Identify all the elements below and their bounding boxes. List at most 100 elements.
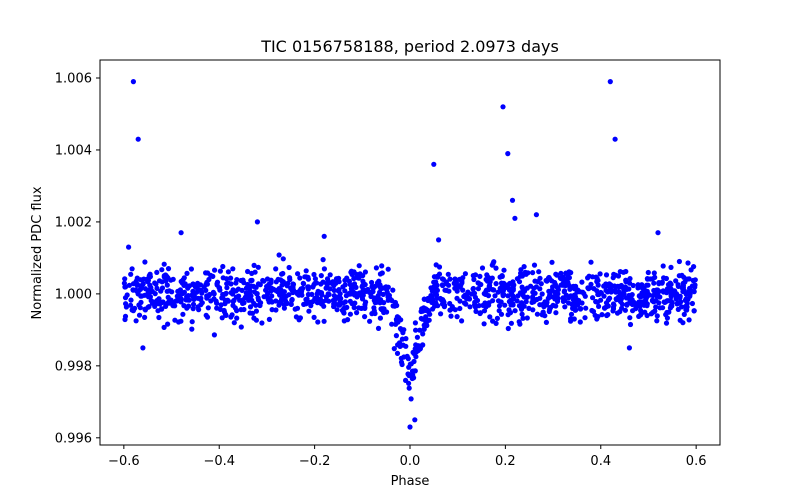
data-point xyxy=(603,300,610,306)
data-point xyxy=(279,289,285,295)
data-point xyxy=(494,315,500,321)
data-point xyxy=(206,293,212,299)
data-point xyxy=(590,308,597,315)
data-point xyxy=(594,279,600,285)
data-point xyxy=(327,272,333,278)
data-point xyxy=(523,299,529,305)
data-point xyxy=(621,291,627,297)
data-point xyxy=(326,291,332,298)
data-point xyxy=(644,276,651,282)
data-point xyxy=(477,310,483,317)
data-point xyxy=(174,293,180,299)
data-point xyxy=(354,310,360,316)
data-point xyxy=(145,279,151,285)
data-point xyxy=(147,294,153,300)
data-point xyxy=(408,396,414,402)
data-point xyxy=(321,233,327,239)
data-point xyxy=(121,280,127,286)
data-point xyxy=(142,259,148,265)
data-point xyxy=(142,314,148,320)
data-point xyxy=(189,292,195,298)
data-point xyxy=(157,299,163,305)
data-point xyxy=(490,298,496,304)
data-point xyxy=(255,281,262,287)
data-point xyxy=(419,306,425,312)
data-point xyxy=(654,318,660,324)
data-point xyxy=(434,287,440,293)
data-point xyxy=(163,278,169,284)
data-point xyxy=(580,289,586,295)
data-point xyxy=(136,312,143,318)
data-point xyxy=(445,271,451,277)
data-point xyxy=(624,302,630,308)
data-point xyxy=(668,299,674,305)
data-point xyxy=(626,345,633,351)
data-point xyxy=(154,285,160,291)
data-point xyxy=(393,333,399,339)
data-point xyxy=(248,277,254,284)
data-point xyxy=(178,230,184,236)
data-point xyxy=(279,278,285,284)
data-point xyxy=(610,301,617,307)
data-point xyxy=(278,300,284,306)
data-point xyxy=(280,256,286,262)
data-point xyxy=(685,260,691,266)
data-point xyxy=(123,304,129,310)
data-point xyxy=(575,287,581,293)
data-point xyxy=(431,279,437,285)
data-point xyxy=(128,302,134,308)
data-point xyxy=(627,321,634,328)
data-point xyxy=(692,284,698,290)
data-point xyxy=(152,280,158,286)
data-point xyxy=(140,345,146,351)
data-point xyxy=(276,252,282,258)
data-point xyxy=(159,306,165,312)
data-point xyxy=(418,315,424,322)
data-point xyxy=(334,307,340,313)
data-point xyxy=(472,304,479,310)
data-point xyxy=(310,284,316,290)
data-point xyxy=(189,319,195,325)
data-point xyxy=(353,284,359,290)
data-point xyxy=(412,417,418,423)
data-point xyxy=(345,317,351,323)
data-point xyxy=(650,309,656,316)
data-point xyxy=(605,312,611,318)
data-point xyxy=(505,151,511,157)
data-point xyxy=(225,280,231,286)
data-point xyxy=(126,282,132,288)
data-point xyxy=(664,298,670,304)
data-point xyxy=(406,372,412,379)
data-point xyxy=(310,299,316,305)
data-point xyxy=(491,287,497,293)
data-point xyxy=(511,296,517,302)
data-point xyxy=(124,292,130,298)
data-point xyxy=(520,292,526,298)
data-point xyxy=(573,307,579,313)
data-point xyxy=(532,278,538,284)
data-point xyxy=(610,306,617,312)
data-point xyxy=(286,264,292,271)
data-point xyxy=(502,302,508,308)
data-point xyxy=(133,318,139,324)
data-point xyxy=(282,298,289,304)
data-point xyxy=(643,296,649,303)
y-tick-label: 1.004 xyxy=(55,143,92,158)
data-point xyxy=(407,424,413,430)
data-point xyxy=(182,281,188,287)
data-point xyxy=(578,306,584,312)
data-point xyxy=(462,271,468,277)
data-point xyxy=(221,307,227,314)
data-point xyxy=(454,295,460,301)
data-point xyxy=(457,305,463,312)
data-point xyxy=(161,261,167,267)
data-point xyxy=(612,136,618,142)
data-point xyxy=(654,313,660,319)
data-point xyxy=(652,274,658,280)
data-point xyxy=(163,272,169,278)
data-point xyxy=(349,301,355,307)
data-point xyxy=(579,279,585,285)
data-point xyxy=(137,305,143,311)
data-point xyxy=(318,281,324,287)
data-point xyxy=(660,305,666,311)
